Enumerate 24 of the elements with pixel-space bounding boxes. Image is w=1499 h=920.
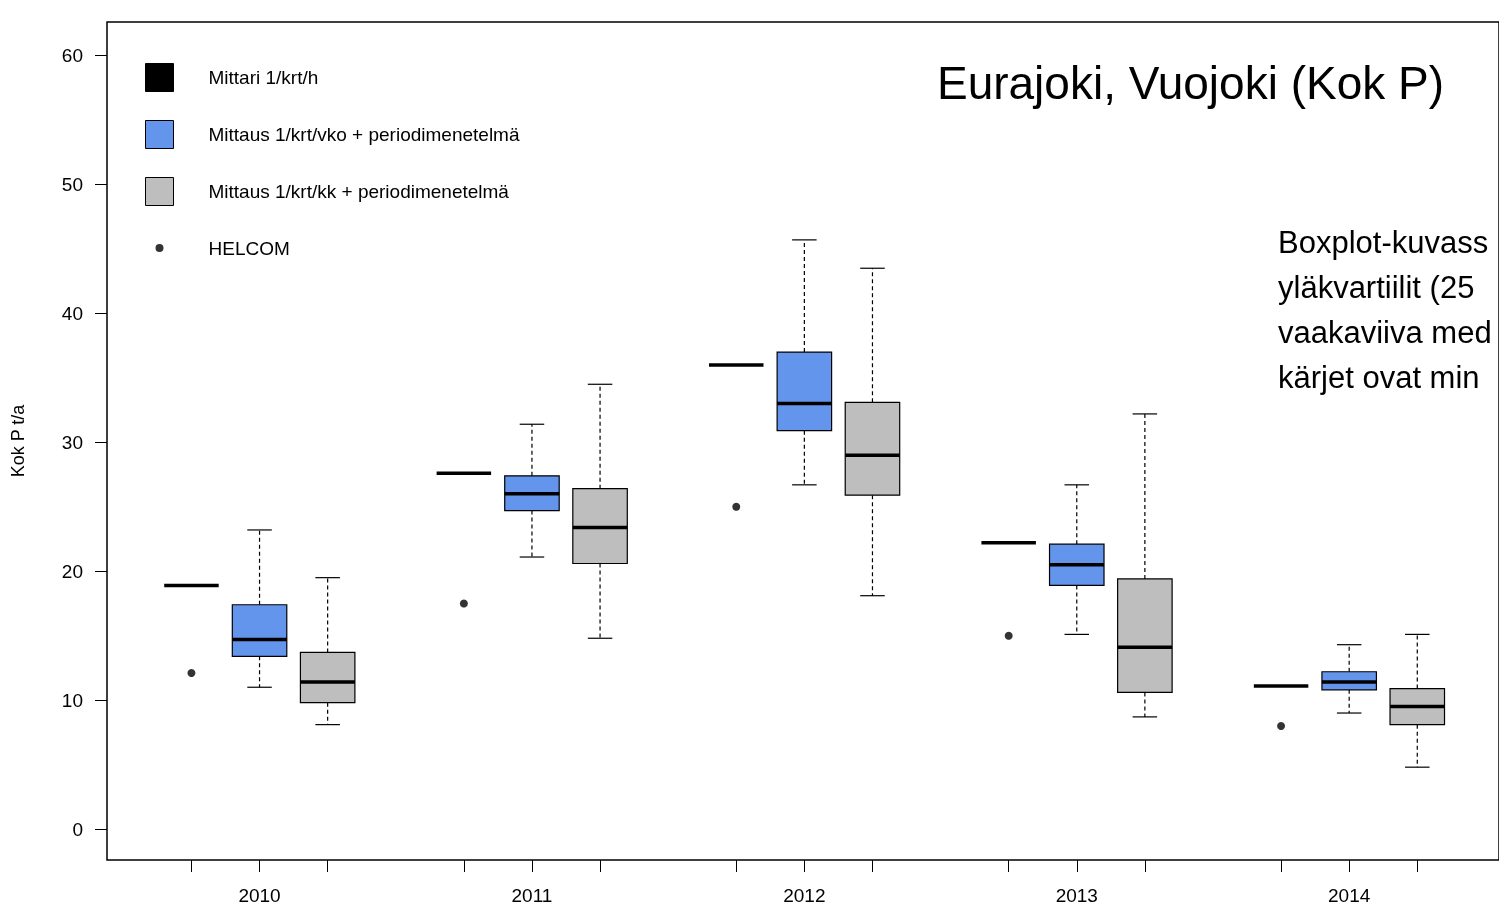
point bbox=[459, 599, 468, 608]
legend-label: Mittaus 1/krt/kk + periodimenetelmä bbox=[208, 181, 510, 202]
point bbox=[1004, 631, 1013, 640]
text: Eurajoki, Vuojoki (Kok P) bbox=[936, 57, 1445, 109]
x-tick-label: 2014 bbox=[1328, 885, 1371, 906]
y-tick-label: 40 bbox=[61, 302, 83, 324]
annotation: Boxplot-kuvass yläkvartiilit (25 vaakaviiva med kärjet ovat min bbox=[1278, 225, 1492, 395]
y-tick-label: 10 bbox=[61, 689, 83, 711]
y-tick-label: 50 bbox=[61, 173, 83, 195]
legend-label: Mittari 1/krt/h bbox=[208, 67, 319, 88]
legend-label: Mittaus 1/krt/vko + periodimenetelmä bbox=[208, 124, 520, 145]
x-tick-label: 2012 bbox=[783, 885, 826, 906]
legend-label: HELCOM bbox=[208, 237, 290, 259]
y-axis-title: Kok P t/a bbox=[8, 403, 28, 478]
y-tick-label: 20 bbox=[61, 560, 83, 582]
y-tick-label: 0 bbox=[72, 818, 83, 840]
x-tick-label: 2013 bbox=[1055, 885, 1098, 906]
point bbox=[732, 502, 741, 511]
x-tick-label: 2011 bbox=[511, 885, 553, 906]
point bbox=[187, 669, 196, 678]
x-tick-label: 2010 bbox=[238, 885, 281, 906]
y-tick-label: 30 bbox=[61, 431, 83, 453]
point bbox=[1277, 721, 1286, 730]
y-tick-label: 60 bbox=[61, 45, 83, 67]
